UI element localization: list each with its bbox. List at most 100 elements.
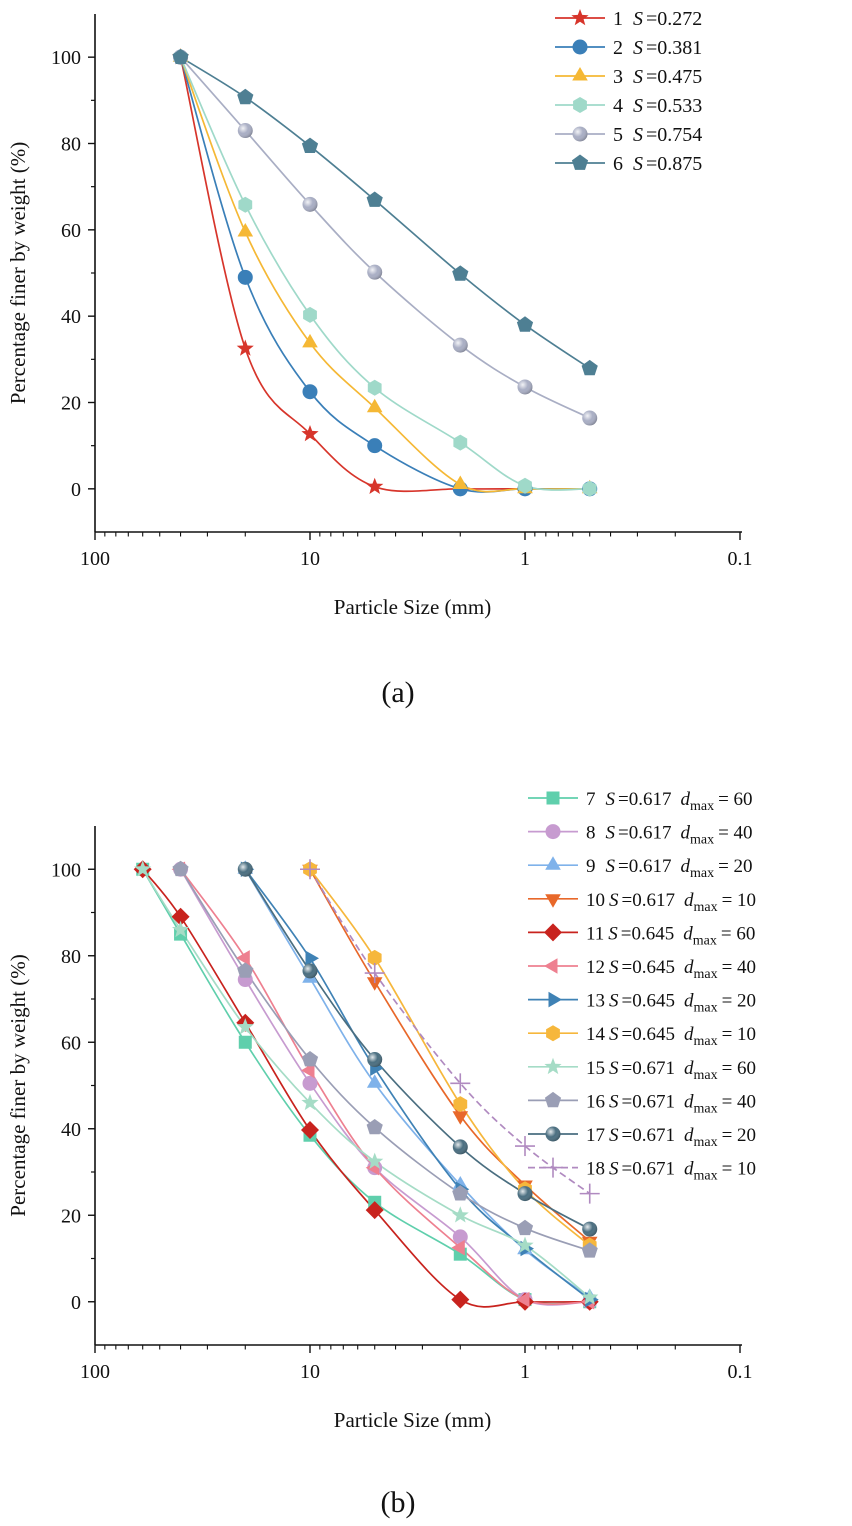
s-value: 0.645 xyxy=(632,957,675,978)
s-value: 0.381 xyxy=(657,37,702,59)
d-equals: = xyxy=(722,1091,737,1112)
hexagon-marker xyxy=(238,196,253,213)
d-subscript: max xyxy=(693,1101,717,1116)
d-subscript: max xyxy=(693,1169,717,1184)
s-value: 0.671 xyxy=(632,1159,675,1180)
s-symbol: S xyxy=(633,124,643,146)
diamond-marker xyxy=(301,1121,319,1139)
star-marker xyxy=(301,1093,319,1111)
series-number: 17 xyxy=(586,1125,605,1146)
diamond-marker xyxy=(544,923,562,942)
s-value: 0.645 xyxy=(632,1024,675,1045)
equals: = xyxy=(622,1058,633,1079)
star-marker xyxy=(571,9,589,26)
series-markers-13 xyxy=(240,861,599,1308)
triangle-up-marker xyxy=(545,856,561,870)
legend-item: 1 S =0.272 xyxy=(555,8,702,30)
y-tick-label: 40 xyxy=(61,306,81,328)
series-line-18 xyxy=(309,868,591,1195)
legend-label: 13 S =0.645 dmax = 20 xyxy=(586,991,756,1016)
equals: = xyxy=(646,66,657,88)
sphere-highlight xyxy=(545,1126,561,1142)
diamond-marker xyxy=(451,1290,470,1309)
triangle-down-marker xyxy=(545,894,561,908)
d-equals: = xyxy=(722,890,737,911)
equals: = xyxy=(646,153,657,175)
series-number: 3 xyxy=(613,66,623,88)
equals: = xyxy=(618,789,629,810)
s-symbol: S xyxy=(609,890,619,911)
triangle-right-marker xyxy=(548,991,562,1008)
hexagon-marker xyxy=(367,379,382,396)
series-markers-15 xyxy=(134,860,599,1305)
equals: = xyxy=(618,823,629,844)
pentagon-marker xyxy=(172,48,189,64)
sphere-highlight xyxy=(452,1139,468,1155)
dmax-value: 20 xyxy=(737,991,756,1012)
series-line-8 xyxy=(179,868,590,1306)
d-subscript: max xyxy=(690,866,714,881)
legend-item: 10 S =0.617 dmax = 10 xyxy=(528,890,756,915)
x-tick-label: 100 xyxy=(80,1361,110,1383)
sphere-highlight xyxy=(572,126,588,142)
pentagon-marker xyxy=(581,1242,598,1258)
s-symbol: S xyxy=(606,789,616,810)
pentagon-marker xyxy=(452,1185,469,1201)
equals: = xyxy=(646,8,657,30)
legend-label: 3 S =0.475 xyxy=(613,66,702,88)
legend-item: 16 S =0.671 dmax = 40 xyxy=(528,1091,756,1116)
d-symbol: d xyxy=(684,1125,694,1146)
x-tick-label: 0.1 xyxy=(728,548,753,570)
legend-label: 8 S =0.617 dmax = 40 xyxy=(586,823,753,848)
pentagon-marker xyxy=(571,154,589,170)
pentagon-marker xyxy=(301,137,319,153)
hexagon-marker xyxy=(453,434,468,451)
s-symbol: S xyxy=(609,1024,619,1045)
d-symbol: d xyxy=(680,789,690,810)
sphere-highlight xyxy=(367,1052,383,1068)
s-symbol: S xyxy=(633,37,643,59)
d-symbol: d xyxy=(684,1024,694,1045)
y-tick-label: 60 xyxy=(61,220,81,242)
diamond-marker xyxy=(365,1201,384,1220)
series-markers-4 xyxy=(173,49,597,497)
sphere-highlight xyxy=(582,1221,598,1237)
d-equals: = xyxy=(722,957,737,978)
hexagon-marker xyxy=(303,306,317,323)
legend-label: 7 S =0.617 dmax = 60 xyxy=(586,789,753,814)
dmax-value: 10 xyxy=(737,890,756,911)
s-value: 0.754 xyxy=(657,124,702,146)
d-equals: = xyxy=(718,789,733,810)
triangle-right-marker xyxy=(305,950,319,967)
d-subscript: max xyxy=(693,1001,717,1016)
legend-item: 8 S =0.617 dmax = 40 xyxy=(528,823,753,848)
y-axis-label: Percentage finer by weight (%) xyxy=(6,954,30,1216)
equals: = xyxy=(622,1125,633,1146)
s-value: 0.875 xyxy=(657,153,702,175)
triangle-up-marker xyxy=(366,398,383,413)
hexagon-marker xyxy=(367,949,382,966)
s-value: 0.671 xyxy=(632,1058,675,1079)
series-markers-14 xyxy=(303,861,597,1254)
d-subscript: max xyxy=(693,967,717,982)
s-symbol: S xyxy=(609,1058,619,1079)
d-symbol: d xyxy=(680,823,690,844)
series-number: 7 xyxy=(586,789,596,810)
s-value: 0.533 xyxy=(657,95,702,117)
series-number: 5 xyxy=(613,124,623,146)
star-marker xyxy=(236,339,254,356)
s-symbol: S xyxy=(633,153,643,175)
y-axis-label: Percentage finer by weight (%) xyxy=(6,142,30,404)
equals: = xyxy=(621,923,632,944)
s-symbol: S xyxy=(609,1091,619,1112)
legend-label: 12 S =0.645 dmax = 40 xyxy=(586,957,756,982)
series-markers-17 xyxy=(237,861,598,1237)
d-symbol: d xyxy=(684,991,694,1012)
circle-marker xyxy=(572,39,588,55)
dmax-value: 10 xyxy=(737,1024,756,1045)
legend-item: 2 S =0.381 xyxy=(555,37,702,59)
chart-b: 0 20 40 60 80 100 100 10 1 0.1 Particle Size (mm) P… xyxy=(6,789,756,1519)
pentagon-marker xyxy=(516,1219,534,1236)
series-markers-12 xyxy=(171,861,595,1310)
